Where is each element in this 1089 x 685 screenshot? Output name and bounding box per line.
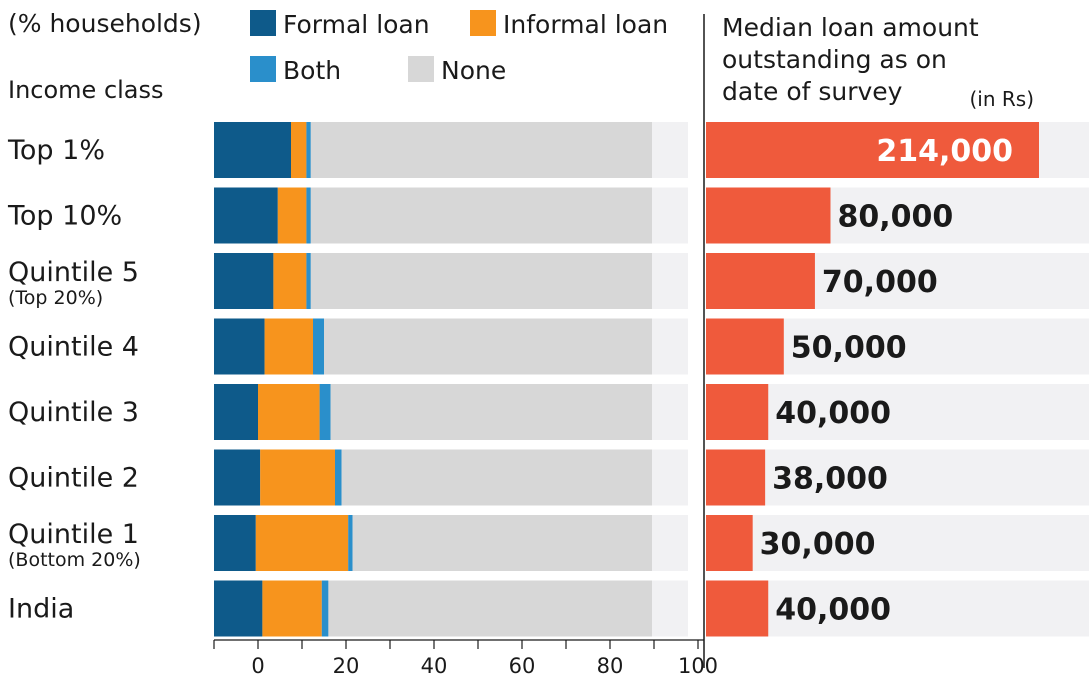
x-tick-label-3: 60 [509, 654, 536, 678]
median-bar-0 [706, 122, 1039, 178]
bar-formal-loan-6 [214, 515, 256, 571]
median-bar-3 [706, 318, 784, 375]
median-value-7: 40,000 [775, 593, 891, 628]
category-label-1: Top 10% [7, 201, 122, 232]
median-bar-2 [706, 253, 815, 309]
right-row-bg-4 [706, 384, 1089, 440]
median-bar-6 [706, 515, 753, 571]
median-value-6: 30,000 [760, 527, 876, 562]
right-title-line-2: date of survey [722, 77, 903, 106]
legend-label-1: Informal loan [503, 10, 668, 39]
x-tick-label-4: 80 [597, 654, 624, 678]
legend-swatch-1 [470, 10, 496, 36]
bar-both-2 [306, 253, 311, 309]
category-label-3: Quintile 4 [8, 332, 139, 363]
category-sublabel-6: (Bottom 20%) [8, 549, 141, 571]
median-value-4: 40,000 [775, 396, 891, 431]
bar-both-4 [319, 384, 331, 440]
bar-informal-loan-2 [273, 253, 307, 309]
bar-formal-loan-7 [214, 580, 263, 637]
category-label-7: India [8, 594, 74, 625]
category-sublabel-2: (Top 20%) [8, 287, 103, 309]
bar-informal-loan-7 [262, 580, 322, 637]
bar-none-2 [310, 253, 652, 309]
bar-both-6 [348, 515, 353, 571]
x-axis: 0 20 40 60 80 100 [213, 639, 718, 678]
legend-label-3: None [441, 56, 506, 85]
category-label-6: Quintile 1 [8, 519, 139, 550]
right-unit-label: (in Rs) [969, 87, 1034, 111]
category-label-5: Quintile 2 [8, 463, 139, 494]
bar-both-0 [306, 122, 311, 178]
row-header: Income class [8, 76, 164, 104]
x-tick-label-5: 100 [678, 654, 718, 678]
right-row-bg-7 [706, 580, 1089, 637]
x-tick-label-0: 0 [251, 654, 264, 678]
bar-informal-loan-4 [258, 384, 320, 440]
category-label-0: Top 1% [7, 135, 105, 166]
right-panel-title: Median loan amount outstanding as on date … [722, 13, 979, 106]
median-loan-bars [706, 122, 1039, 637]
median-value-1: 80,000 [837, 200, 953, 235]
legend-swatch-2 [250, 56, 276, 82]
bar-none-6 [352, 515, 652, 571]
bar-both-7 [321, 580, 329, 637]
bar-formal-loan-2 [214, 253, 274, 309]
right-row-bg-5 [706, 449, 1089, 506]
bar-informal-loan-0 [291, 122, 307, 178]
legend-swatch-0 [250, 10, 276, 36]
median-loan-values: 214,000 80,000 70,000 50,000 40,000 38,000 30,… [760, 134, 1013, 628]
bar-none-1 [310, 187, 652, 244]
median-value-5: 38,000 [772, 462, 888, 497]
right-title-line-1: outstanding as on [722, 45, 947, 74]
bar-formal-loan-3 [214, 318, 265, 375]
right-row-bg-6 [706, 515, 1089, 571]
unit-label: (% households) [8, 9, 202, 38]
median-value-0: 214,000 [876, 134, 1013, 169]
category-labels: Top 1% Top 10% Quintile 5(Top 20%) Quintile… [7, 135, 141, 625]
median-value-3: 50,000 [791, 331, 907, 366]
bar-formal-loan-0 [214, 122, 291, 178]
bar-none-7 [328, 580, 652, 637]
median-bar-1 [706, 187, 831, 244]
category-label-2: Quintile 5 [8, 257, 139, 288]
median-bar-5 [706, 449, 766, 506]
median-value-2: 70,000 [822, 265, 938, 300]
bar-formal-loan-4 [214, 384, 258, 440]
bar-informal-loan-1 [277, 187, 307, 244]
legend-label-0: Formal loan [283, 10, 430, 39]
x-tick-label-2: 40 [421, 654, 448, 678]
bar-none-0 [310, 122, 652, 178]
bar-both-1 [306, 187, 311, 244]
bar-none-4 [330, 384, 652, 440]
legend-swatch-3 [408, 56, 434, 82]
stacked-bars [214, 122, 652, 637]
legend: Formal loan Informal loan Both None [250, 10, 668, 85]
right-title-line-0: Median loan amount [722, 13, 979, 42]
bar-informal-loan-3 [264, 318, 313, 375]
legend-label-2: Both [283, 56, 341, 85]
bar-formal-loan-5 [214, 449, 261, 506]
bar-none-3 [324, 318, 652, 375]
median-bar-4 [706, 384, 769, 440]
category-label-4: Quintile 3 [8, 397, 139, 428]
median-bar-7 [706, 580, 769, 637]
bar-none-5 [341, 449, 652, 506]
bar-both-3 [313, 318, 324, 375]
x-tick-label-1: 20 [333, 654, 360, 678]
bar-formal-loan-1 [214, 187, 278, 244]
bar-informal-loan-6 [255, 515, 349, 571]
bar-informal-loan-5 [260, 449, 335, 506]
bar-both-5 [335, 449, 342, 506]
